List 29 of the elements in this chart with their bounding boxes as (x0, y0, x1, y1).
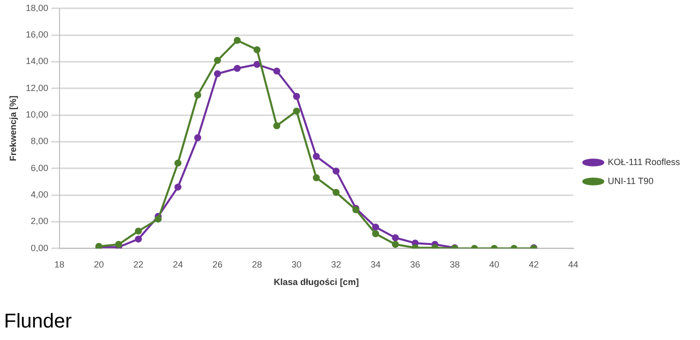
y-tick-label: 2,00 (30, 216, 48, 226)
x-tick-label: 32 (331, 259, 342, 270)
y-tick-label: 10,00 (26, 110, 48, 120)
y-tick-label: 18,00 (26, 2, 48, 13)
x-tick-label: 18 (54, 259, 64, 270)
y-tick-label: 12,00 (26, 82, 48, 93)
legend-label: UNI-11 T90 (608, 176, 654, 186)
x-tick-label: 40 (489, 259, 500, 270)
y-tick-label: 6,00 (30, 162, 48, 173)
x-tick-label: 20 (94, 259, 104, 270)
y-tick-label: 8,00 (30, 136, 48, 146)
y-tick-label: 4,00 (30, 190, 48, 200)
x-tick-label: 22 (133, 259, 144, 270)
x-tick-label: 30 (292, 259, 302, 270)
y-axis-title: Frekwencja [%] (8, 96, 18, 162)
y-tick-label: 16,00 (26, 30, 48, 40)
x-axis-title: Klasa długości [cm] (274, 277, 359, 288)
y-tick-label: 14,00 (26, 56, 48, 66)
text: Flunder (4, 310, 72, 333)
x-tick-label: 38 (450, 259, 460, 270)
x-tick-label: 44 (568, 259, 578, 270)
x-tick-label: 24 (172, 259, 183, 270)
x-tick-label: 26 (212, 259, 222, 270)
x-tick-label: 36 (410, 259, 420, 270)
y-tick-label: 0,00 (30, 242, 48, 253)
legend-label: KOŁ-111 Roofless (608, 156, 680, 167)
x-tick-label: 28 (252, 259, 262, 270)
x-tick-label: 42 (528, 259, 539, 270)
x-tick-label: 34 (370, 259, 381, 270)
